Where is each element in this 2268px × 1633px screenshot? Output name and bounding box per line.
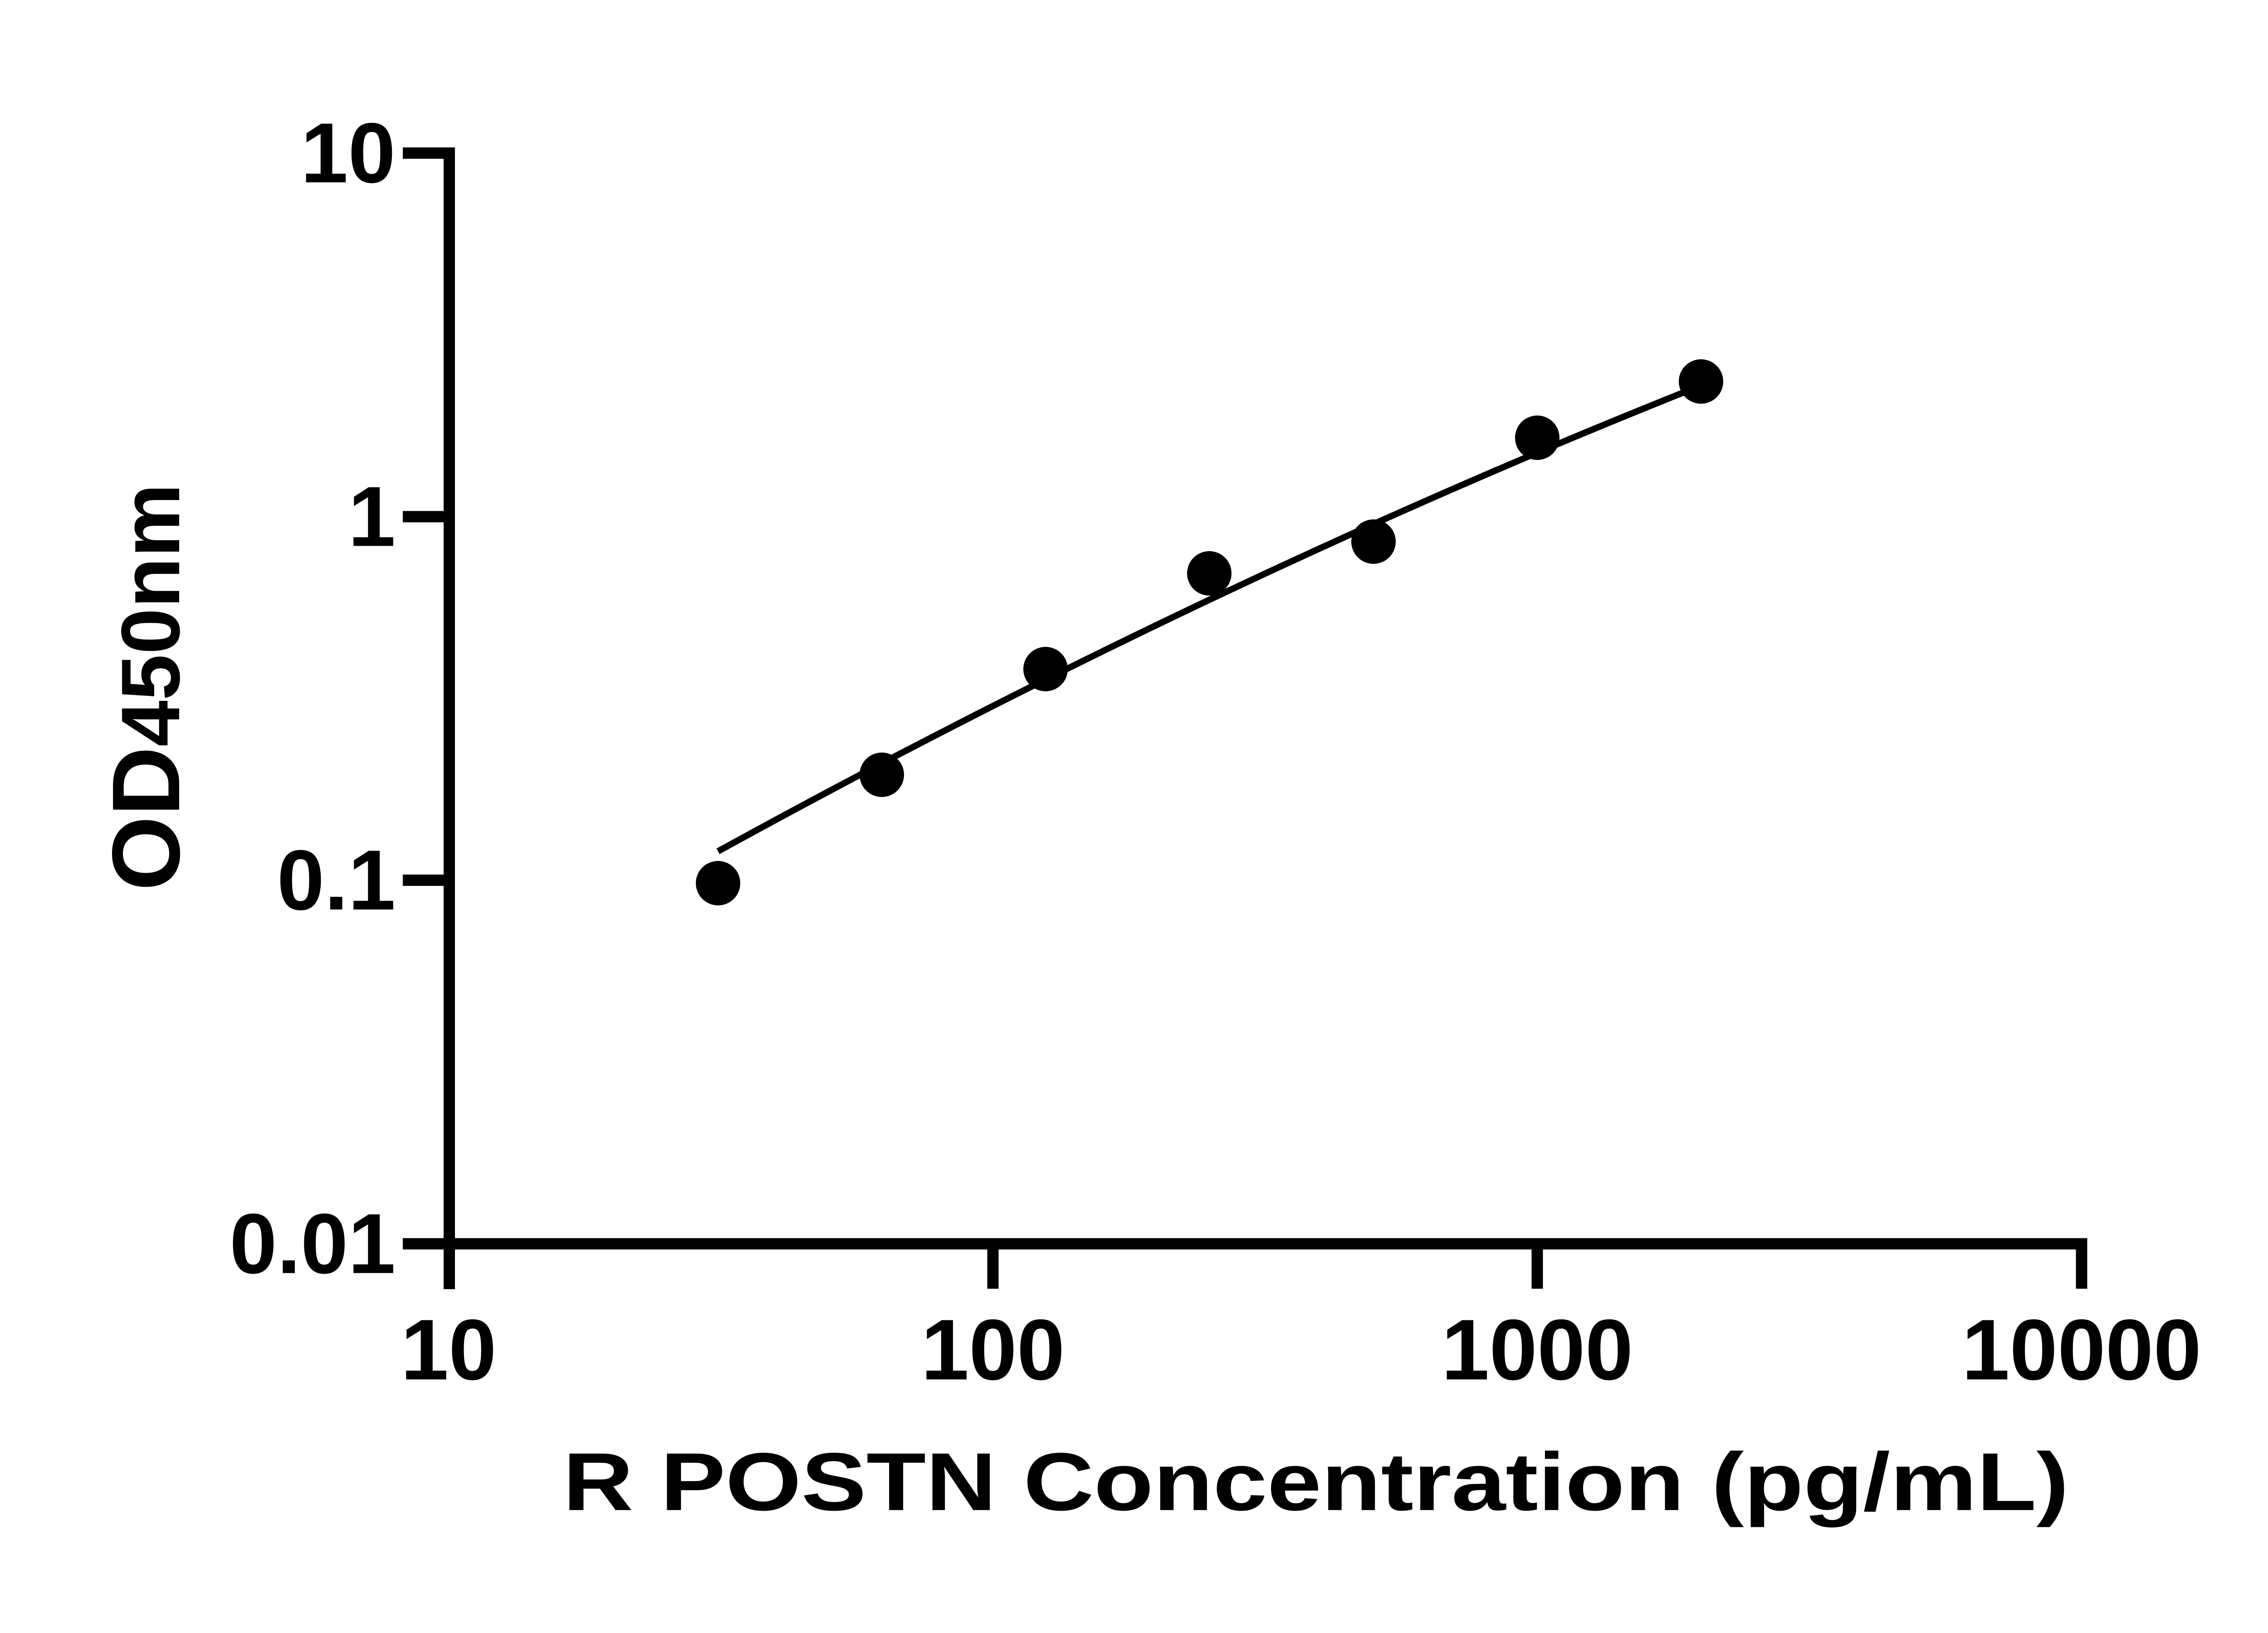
svg-text:1000: 1000: [1442, 1302, 1633, 1398]
svg-text:OD450nm: OD450nm: [92, 484, 200, 891]
svg-text:100: 100: [921, 1302, 1065, 1398]
svg-text:10: 10: [401, 1302, 496, 1398]
svg-text:1: 1: [348, 469, 396, 564]
svg-text:R POSTN Concentration (pg/mL): R POSTN Concentration (pg/mL): [563, 1436, 2069, 1528]
svg-text:10000: 10000: [1962, 1302, 2201, 1398]
svg-text:0.01: 0.01: [230, 1196, 396, 1291]
svg-text:0.1: 0.1: [277, 832, 396, 928]
svg-text:10: 10: [301, 105, 396, 200]
